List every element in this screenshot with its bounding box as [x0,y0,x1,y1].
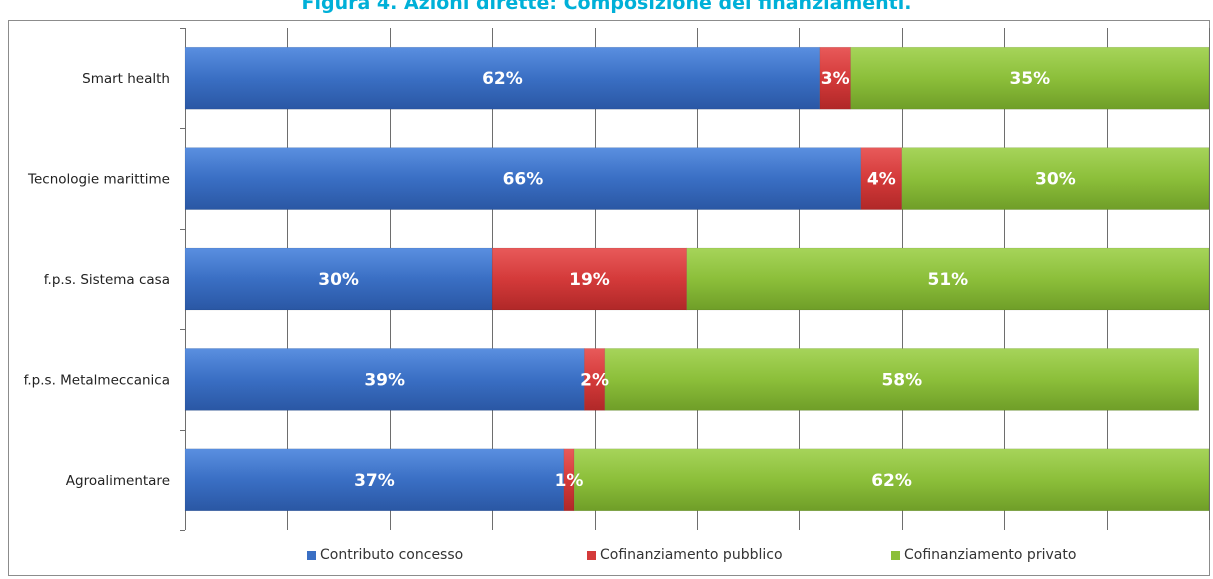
bar-segment [184,46,821,110]
data-label: 62% [482,69,523,89]
category-label: Tecnologie marittime [27,172,170,188]
category-labels: Smart health Tecnologie marittime f.p.s. S… [24,71,170,489]
category-label: f.p.s. Sistema casa [44,272,170,288]
legend-item-privato: Cofinanziamento privato [891,547,1076,563]
data-label: 66% [503,170,544,190]
legend-swatch-green [891,550,900,560]
legend-label: Contributo concesso [320,547,464,563]
data-label: 19% [569,270,610,290]
legend-swatch-red [587,550,596,560]
data-label: 37% [354,471,395,491]
data-label: 30% [1035,170,1076,190]
data-label: 39% [364,370,405,390]
chart-title: Figura 4. Azioni dirette: Composizione d… [301,0,912,14]
labels-layer: 62% 3% 35% 66% 4% 30% 30% 19% 51% 39% 2% 58% 37% 1% 62… [318,69,1076,491]
bar-segment [819,46,851,110]
bar-segment [604,348,1200,411]
data-label: 58% [881,370,922,390]
legend-swatch-blue [307,550,316,560]
bars-layer [184,46,1210,512]
legend-label: Cofinanziamento privato [904,547,1077,563]
bar-segment [686,247,1210,311]
data-label: 3% [821,69,850,89]
data-label: 1% [555,471,584,491]
legend-item-contributo: Contributo concesso [307,547,463,563]
data-label: 35% [1009,69,1050,89]
category-label: Smart health [82,71,170,87]
bar-segment [184,147,862,210]
bar-segment [184,348,585,411]
bar-segment [584,348,606,411]
category-label: f.p.s. Metalmeccanica [24,372,170,388]
bar-segment [184,448,565,512]
bar-segment [850,46,1210,110]
data-label: 51% [928,270,969,290]
data-label: 2% [580,370,609,390]
data-label: 30% [318,270,359,290]
legend-label: Cofinanziamento pubblico [600,547,783,563]
category-label: Agroalimentare [66,473,170,489]
bar-segment [491,247,688,311]
bar-segment [860,147,903,210]
bar-segment [184,247,493,311]
legend-item-pubblico: Cofinanziamento pubblico [587,547,783,563]
data-label: 62% [871,471,912,491]
legend: Contributo concesso Cofinanziamento pubb… [0,547,1213,567]
data-label: 4% [867,170,896,190]
bar-segment [901,147,1210,210]
bar-segment [573,448,1210,512]
